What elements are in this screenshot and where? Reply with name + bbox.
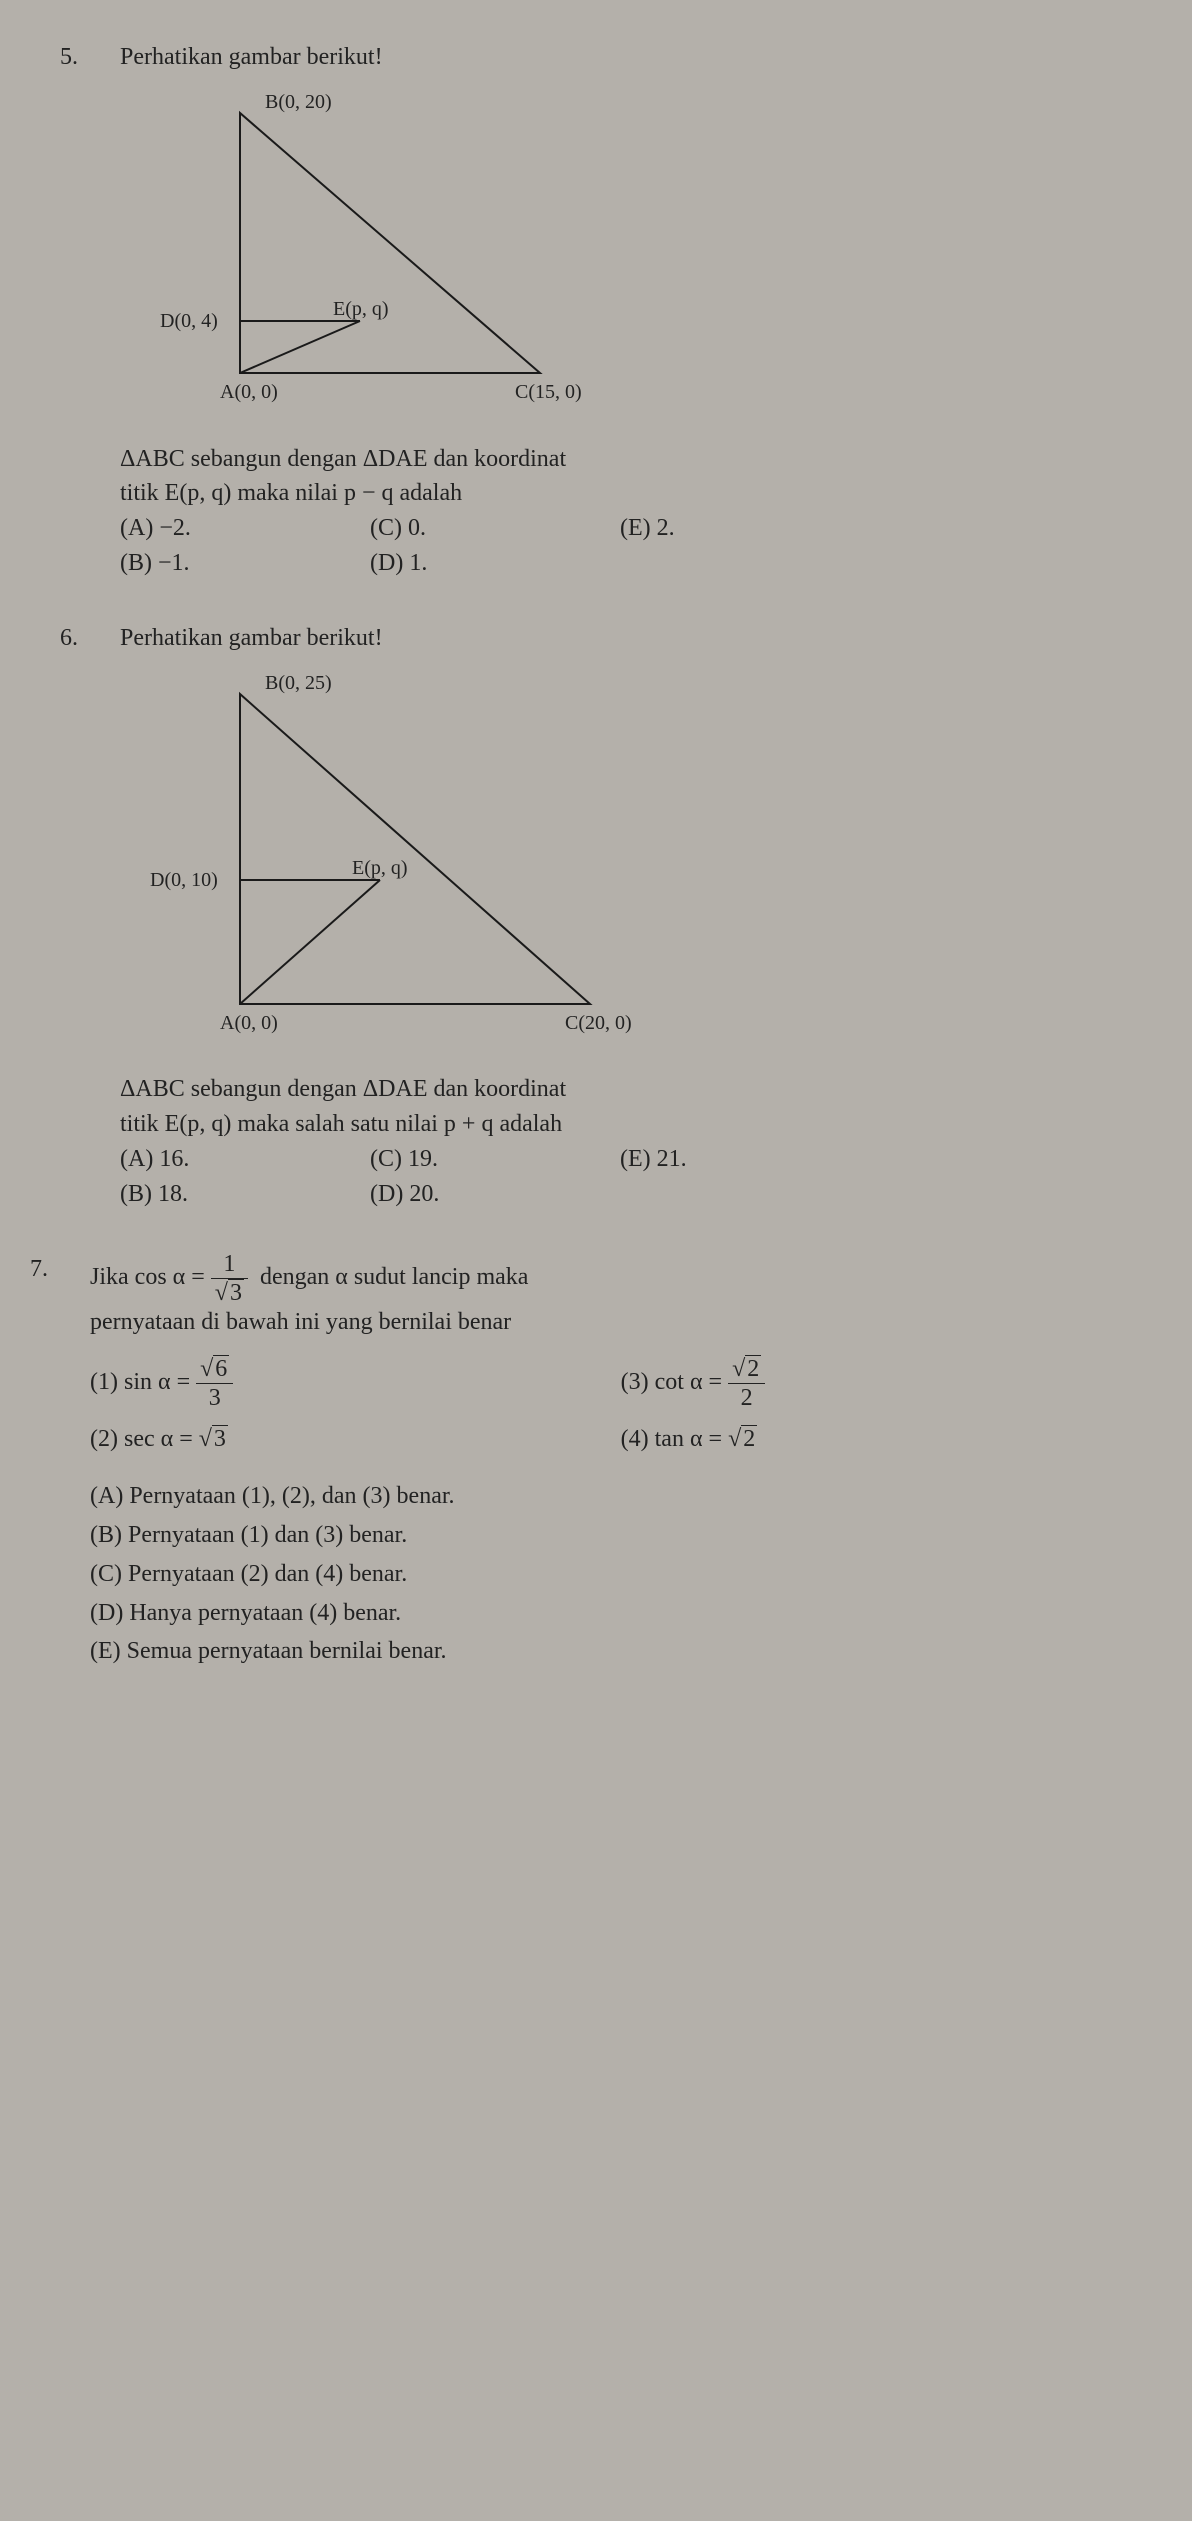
option-B: (B) −1.	[120, 546, 370, 581]
question-stem-line1: Jika cos α = 1 √3 dengan α sudut lancip …	[90, 1252, 1162, 1305]
option-C: (C) 19.	[370, 1142, 620, 1177]
label-C: C(20, 0)	[565, 1012, 632, 1034]
numerator: 1	[211, 1252, 248, 1278]
option-C: (C) 0.	[370, 511, 620, 546]
fraction: 1 √3	[211, 1252, 248, 1305]
label-B: B(0, 20)	[265, 91, 332, 113]
label-B: B(0, 25)	[265, 672, 332, 694]
options: (A) 16. (B) 18. (C) 19. (D) 20. (E) 21.	[120, 1142, 1162, 1212]
triangle-diagram-svg: B(0, 20) D(0, 4) E(p, q) A(0, 0) C(15, 0…	[120, 83, 640, 413]
question-stem-line2: titik E(p, q) maka nilai p − q adalah	[120, 476, 1162, 511]
answer-choices: (A) Pernyataan (1), (2), dan (3) benar. …	[90, 1479, 1162, 1669]
label-D: D(0, 4)	[160, 310, 218, 332]
choice-B: (B) Pernyataan (1) dan (3) benar.	[90, 1518, 1162, 1553]
question-stem-line1: ΔABC sebangun dengan ΔDAE dan koordinat	[120, 1072, 1162, 1107]
question-intro: Perhatikan gambar berikut!	[120, 621, 1162, 656]
stem-pre: Jika cos α =	[90, 1264, 205, 1290]
stem-post: dengan α sudut lancip maka	[260, 1264, 529, 1290]
question-intro: Perhatikan gambar berikut!	[120, 40, 1162, 75]
statements: (1) sin α = √6 3 (2) sec α = √3 (3) cot …	[90, 1357, 1055, 1457]
choice-E: (E) Semua pernyataan bernilai benar.	[90, 1634, 1162, 1669]
question-7: 7. Jika cos α = 1 √3 dengan α sudut lanc…	[30, 1252, 1162, 1674]
statement-4: (4) tan α = √2	[621, 1422, 1055, 1457]
label-A: A(0, 0)	[220, 381, 278, 403]
denominator: √3	[211, 1278, 248, 1305]
option-D: (D) 1.	[370, 546, 620, 581]
choice-D: (D) Hanya pernyataan (4) benar.	[90, 1596, 1162, 1631]
question-stem-line2: titik E(p, q) maka salah satu nilai p + …	[120, 1107, 1162, 1142]
option-A: (A) −2.	[120, 511, 370, 546]
option-B: (B) 18.	[120, 1177, 370, 1212]
option-E: (E) 2.	[620, 511, 820, 546]
options: (A) −2. (B) −1. (C) 0. (D) 1. (E) 2.	[120, 511, 1162, 581]
question-number: 6.	[60, 621, 120, 1212]
choice-C: (C) Pernyataan (2) dan (4) benar.	[90, 1557, 1162, 1592]
triangle-diagram-svg: B(0, 25) D(0, 10) E(p, q) A(0, 0) C(20, …	[120, 664, 680, 1044]
fraction: √6 3	[196, 1357, 233, 1410]
diagram-q5: B(0, 20) D(0, 4) E(p, q) A(0, 0) C(15, 0…	[120, 83, 1162, 424]
question-stem-line2: pernyataan di bawah ini yang bernilai be…	[90, 1305, 1162, 1340]
question-body: Perhatikan gambar berikut! B(0, 25) D(0,…	[120, 621, 1162, 1212]
label-D: D(0, 10)	[150, 869, 218, 891]
option-A: (A) 16.	[120, 1142, 370, 1177]
label-A: A(0, 0)	[220, 1012, 278, 1034]
statement-2: (2) sec α = √3	[90, 1422, 524, 1457]
label-E: E(p, q)	[352, 857, 408, 879]
label-C: C(15, 0)	[515, 381, 582, 403]
fraction: √2 2	[728, 1357, 765, 1410]
option-E: (E) 21.	[620, 1142, 820, 1177]
question-stem-line1: ΔABC sebangun dengan ΔDAE dan koordinat	[120, 442, 1162, 477]
diagram-q6: B(0, 25) D(0, 10) E(p, q) A(0, 0) C(20, …	[120, 664, 1162, 1055]
choice-A: (A) Pernyataan (1), (2), dan (3) benar.	[90, 1479, 1162, 1514]
question-body: Perhatikan gambar berikut! B(0, 20) D(0,…	[120, 40, 1162, 581]
question-6: 6. Perhatikan gambar berikut! B(0, 25) D…	[60, 621, 1162, 1212]
question-body: Jika cos α = 1 √3 dengan α sudut lancip …	[90, 1252, 1162, 1674]
label-E: E(p, q)	[333, 298, 389, 320]
question-number: 5.	[60, 40, 120, 581]
question-5: 5. Perhatikan gambar berikut! B(0, 20) D…	[60, 40, 1162, 581]
question-number: 7.	[30, 1252, 90, 1674]
option-D: (D) 20.	[370, 1177, 620, 1212]
statement-1: (1) sin α = √6 3	[90, 1357, 524, 1410]
statement-3: (3) cot α = √2 2	[621, 1357, 1055, 1410]
